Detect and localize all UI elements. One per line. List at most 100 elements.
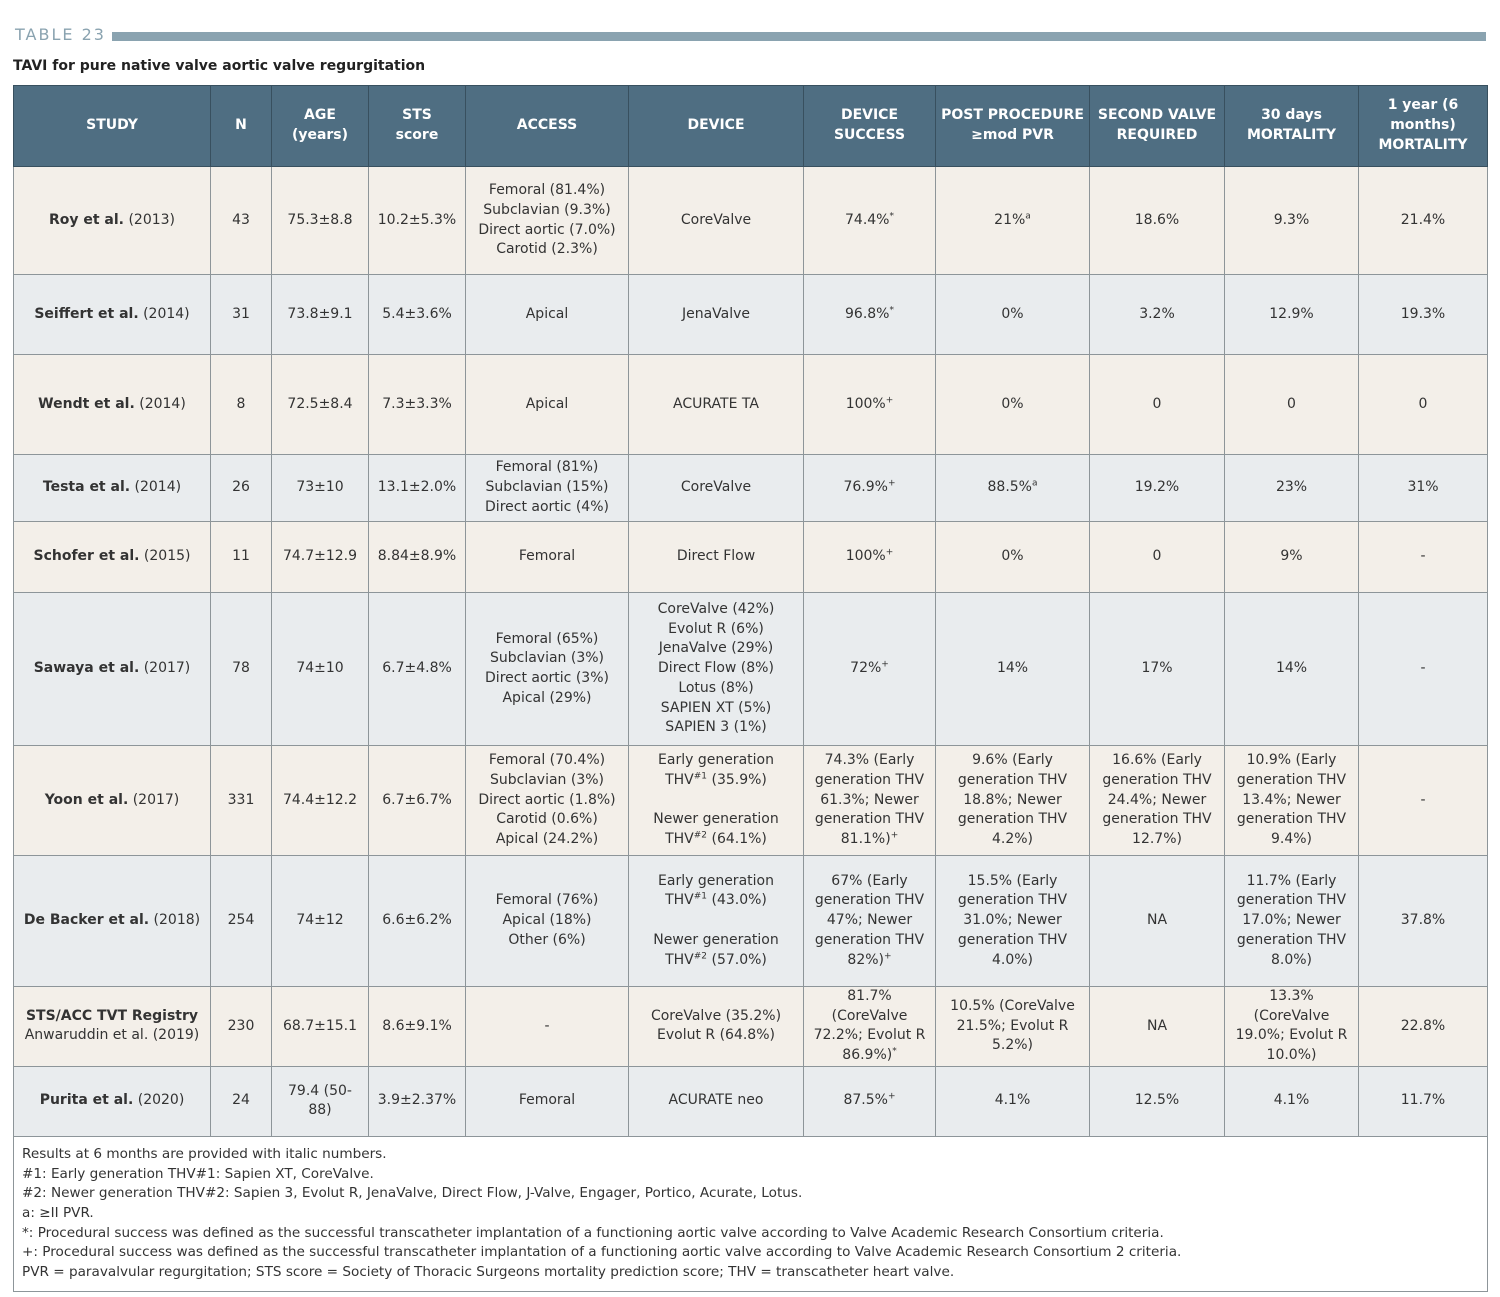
cell-line: 81.7% (CoreValve 72.2%; Evolut R 86.9%)* (810, 987, 929, 1066)
text: (64.1%) (707, 831, 767, 848)
text: 74.3% (Early generation THV 61.3%; Newer… (814, 752, 925, 848)
cell-line: Femoral (518, 1092, 576, 1109)
cell-line: Other (6%) (508, 931, 586, 948)
cell-line: 73±10 (296, 479, 344, 496)
cell-line: 18.6% (1134, 211, 1180, 228)
footnote-mark: + (887, 478, 896, 489)
header-line: ACCESS (516, 117, 578, 134)
table-cell: 8.6±9.1% (368, 986, 466, 1067)
table-cell: Testa et al. (2014) (13, 454, 211, 522)
cell-line: 6.6±6.2% (382, 912, 452, 929)
data-table: STUDY N AGE (years) STS score ACCESS DEVICE DEVI… (13, 85, 1488, 1292)
table-cell: CoreValve (35.2%) Evolut R (64.8%) (628, 986, 804, 1067)
text: Newer generation THV (653, 931, 779, 968)
cell-line: 26 (232, 479, 250, 496)
note: Results at 6 months are provided with it… (22, 1145, 387, 1162)
cell-line: - (544, 1017, 550, 1034)
cell-line: STS/ACC TVT Registry (20, 1007, 204, 1027)
table-cell: 18.6% (1089, 166, 1225, 275)
table-row: Testa et al. (2014) 26 73±10 13.1±2.0% Femor… (13, 454, 1488, 522)
table-cell: 78 (210, 592, 272, 746)
bold-text: Sawaya et al. (33, 660, 140, 677)
footnote-mark: + (884, 950, 892, 961)
cell-line: Femoral (81.4%) (488, 182, 606, 199)
cell-line: Yoon et al. (2017) (20, 791, 204, 811)
text: 87.5% (843, 1092, 888, 1109)
table-row: Purita et al. (2020) 24 79.4 (50-88) 3.9±2.… (13, 1065, 1488, 1137)
cell-line: Evolut R (64.8%) (657, 1027, 775, 1044)
table-cell: 0% (935, 354, 1090, 455)
table-cell: 79.4 (50-88) (271, 1065, 369, 1137)
table-cell: Femoral (70.4%) Subclavian (3%) Direct aor… (465, 745, 629, 856)
cell-line: 8.6±9.1% (382, 1017, 452, 1034)
table-row: STS/ACC TVT Registry Anwaruddin et al. (2… (13, 986, 1488, 1067)
table-cell: - (465, 986, 629, 1067)
table-cell: 74.3% (Early generation THV 61.3%; Newer… (803, 745, 936, 856)
cell-line: 72.5±8.4 (287, 395, 353, 412)
cell-line: 79.4 (50-88) (288, 1082, 352, 1119)
table-cell: Femoral (81%) Subclavian (15%) Direct aort… (465, 454, 629, 522)
table-cell: 8 (210, 354, 272, 455)
bold-text: Yoon et al. (44, 791, 129, 808)
table-cell: 14% (935, 592, 1090, 746)
cell-line: 0% (1001, 305, 1024, 322)
table-cell: - (1358, 521, 1488, 593)
table-cell: 74±12 (271, 855, 369, 987)
cell-line: Femoral (65%) (495, 630, 599, 647)
table-cell: 10.5% (CoreValve 21.5%; Evolut R 5.2%) (935, 986, 1090, 1067)
table-cell: 3.9±2.37% (368, 1065, 466, 1137)
cell-line: 12.9% (1269, 305, 1314, 322)
text: (2014) (134, 395, 186, 412)
table-cell: 19.2% (1089, 454, 1225, 522)
cell-line: Newer generation THV#2 (57.0%) (635, 931, 797, 970)
cell-line: Direct aortic (3%) (485, 670, 609, 686)
table-cell: ACURATE TA (628, 354, 804, 455)
table-cell: 72%+ (803, 592, 936, 746)
table-cell: 88.5%a (935, 454, 1090, 522)
column-header: 30 days MORTALITY (1224, 85, 1359, 167)
footnote-mark: * (889, 304, 894, 315)
bold-text: De Backer et al. (23, 912, 150, 929)
table-body: Roy et al. (2013) 43 75.3±8.8 10.2±5.3% Femo… (13, 166, 1488, 1292)
table-cell: 31% (1358, 454, 1488, 522)
table-cell: De Backer et al. (2018) (13, 855, 211, 987)
cell-line: 21%a (942, 211, 1083, 231)
cell-line: 13.3% (CoreValve 19.0%; Evolut R 10.0%) (1235, 988, 1348, 1064)
column-header: AGE (years) (271, 85, 369, 167)
table-cell: 16.6% (Early generation THV 24.4%; Newer… (1089, 745, 1225, 856)
cell-line: 5.4±3.6% (382, 305, 452, 322)
cell-line: 14% (1275, 660, 1308, 677)
cell-line: Apical (525, 395, 569, 412)
table-cell: Roy et al. (2013) (13, 166, 211, 275)
text: (2013) (124, 211, 176, 228)
table-cell: 3.2% (1089, 274, 1225, 355)
table-cell: 6.7±6.7% (368, 745, 466, 856)
table-cell: Femoral (65%) Subclavian (3%) Direct aorti… (465, 592, 629, 746)
table-cell: CoreValve (628, 454, 804, 522)
cell-line: 17% (1141, 660, 1173, 677)
cell-line: 74±10 (296, 660, 344, 677)
text: (2020) (133, 1092, 185, 1109)
cell-line: 0 (1287, 395, 1296, 412)
table-cell: 72.5±8.4 (271, 354, 369, 455)
cell-line: Direct aortic (1.8%) (478, 791, 616, 808)
header-line: SUCCESS (833, 127, 906, 143)
header-line: STUDY (86, 117, 138, 134)
cell-line: Wendt et al. (2014) (20, 395, 204, 415)
column-header: 1 year (6 months) MORTALITY (1358, 85, 1488, 167)
cell-line: Seiffert et al. (2014) (20, 305, 204, 325)
header-line: ≥mod PVR (971, 127, 1054, 143)
table-cell: 10.9% (Early generation THV 13.4%; Newer… (1224, 745, 1359, 856)
cell-line: Purita et al. (2020) (20, 1091, 204, 1111)
cell-line: 9.6% (Early generation THV 18.8%; Newer … (957, 752, 1068, 848)
note: #2: Newer generation THV#2: Sapien 3, Ev… (22, 1185, 803, 1202)
cell-line: 4.1% (1273, 1092, 1310, 1109)
table-cell: Early generation THV#1 (43.0%) Newer gene… (628, 855, 804, 987)
text: 72% (850, 660, 882, 677)
cell-line: ACURATE TA (673, 395, 759, 412)
table-cell: 22.8% (1358, 986, 1488, 1067)
table-cell: 9% (1224, 521, 1359, 593)
text: 88.5% (987, 479, 1032, 496)
cell-line: 74.7±12.9 (282, 548, 358, 565)
